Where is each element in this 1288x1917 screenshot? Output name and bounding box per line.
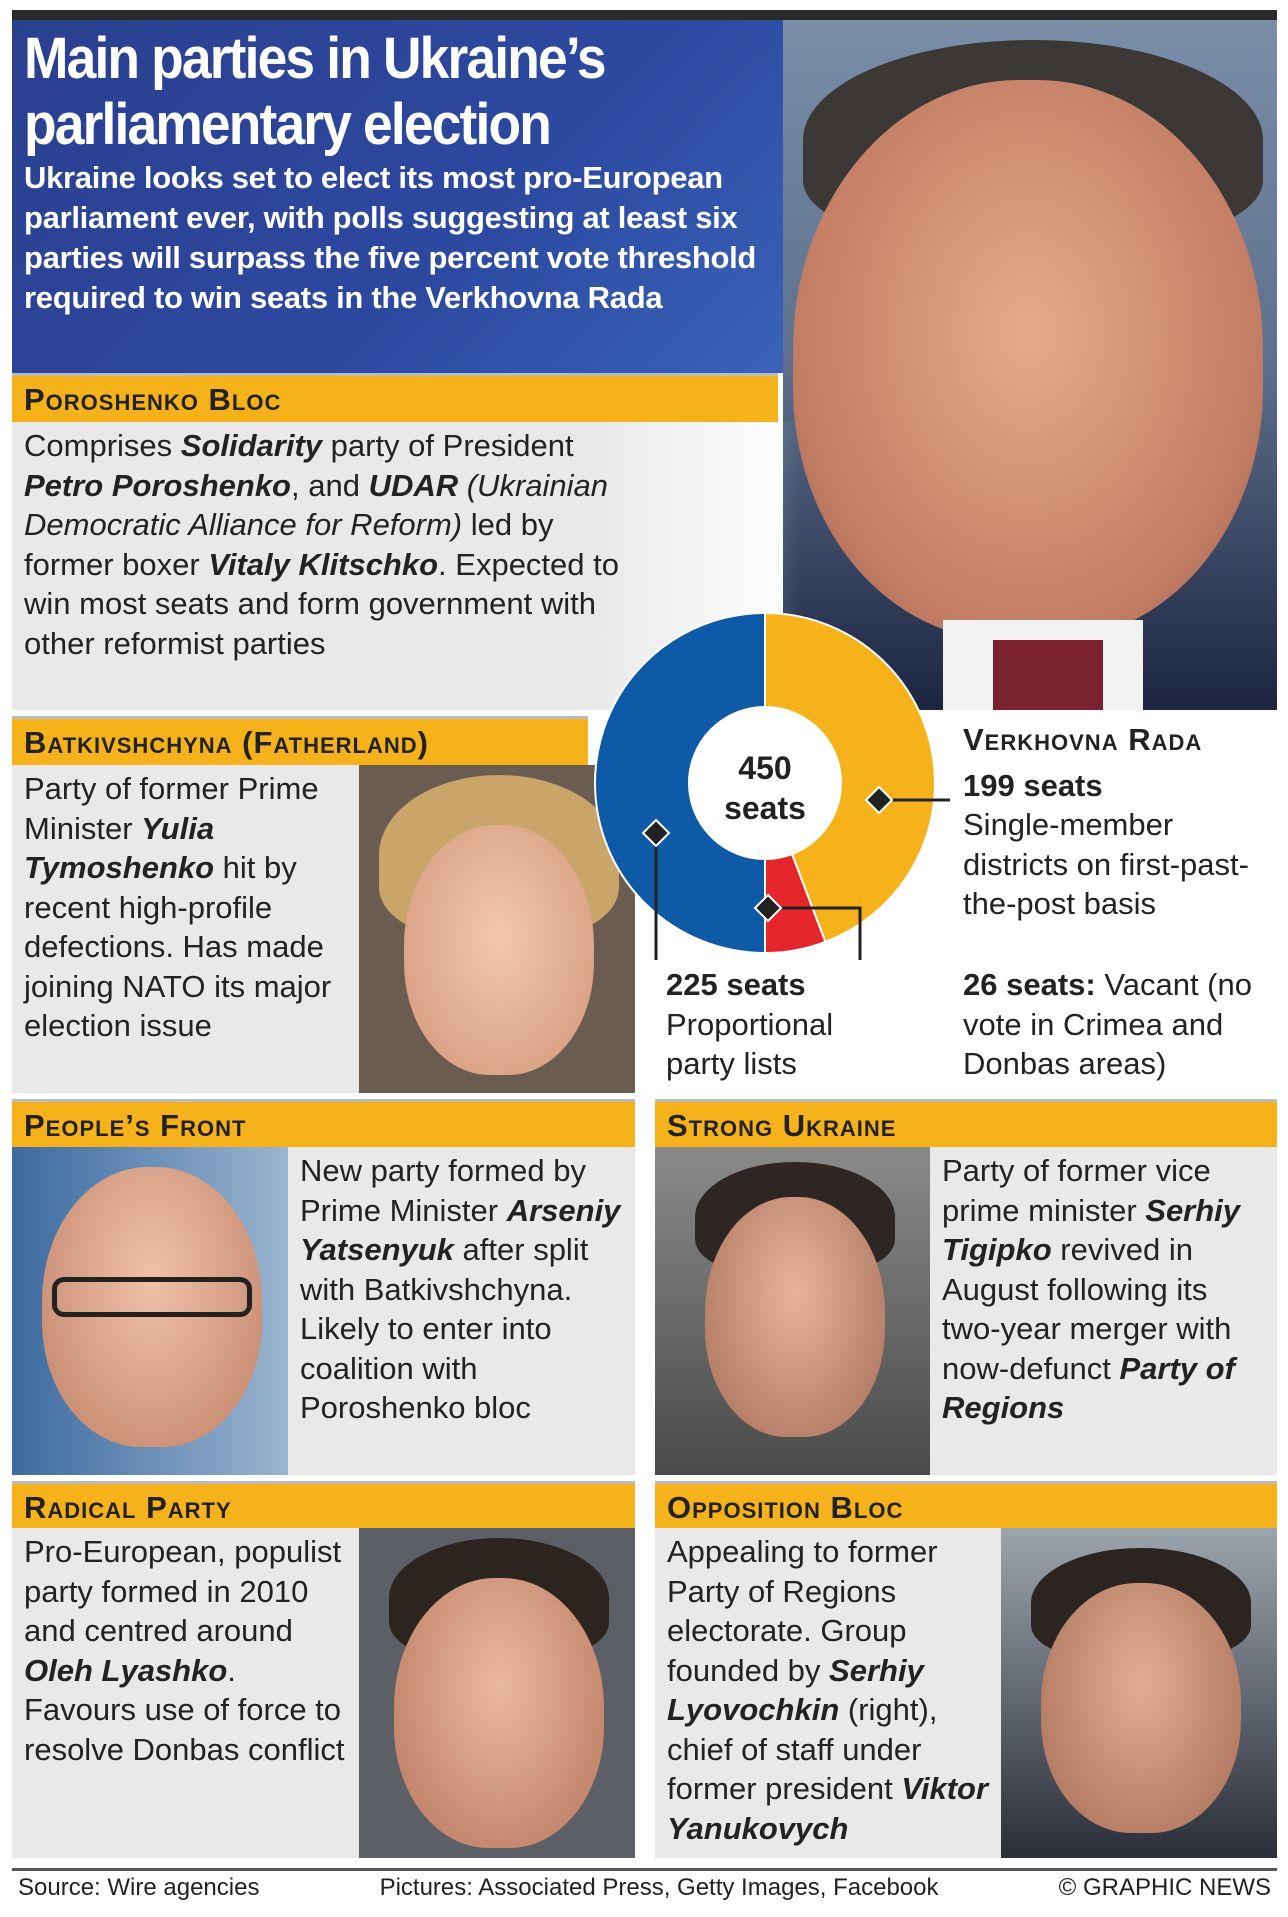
emphasized-name: Solidarity bbox=[180, 428, 323, 463]
peoples-front-description: New party formed by Prime Minister Arsen… bbox=[288, 1147, 635, 1475]
legend-199-value: 199 seats bbox=[963, 767, 1103, 803]
donut-hole bbox=[691, 709, 839, 857]
seats-donut-chart: 450 seats bbox=[594, 611, 950, 960]
text-run: Comprises bbox=[24, 428, 181, 463]
strong-ukraine-description: Party of former vice prime minister Serh… bbox=[930, 1147, 1277, 1475]
text-run: . Expected to win most seats and form go… bbox=[24, 546, 619, 661]
pictures-credit: Pictures: Associated Press, Getty Images… bbox=[379, 1873, 939, 1901]
title-line-2: parliamentary election bbox=[24, 92, 552, 157]
header-panel: Main parties in Ukraine’s parliamentary … bbox=[12, 20, 783, 373]
subtitle: Ukraine looks set to elect its most pro-… bbox=[24, 158, 784, 318]
emphasized-name: Serhiy Lyovochkin bbox=[667, 1652, 924, 1728]
emphasized-name: Party of Regions bbox=[942, 1350, 1235, 1426]
chart-title: Verkhovna Rada bbox=[963, 722, 1203, 757]
section-heading-poroshenko: Poroshenko Bloc bbox=[12, 373, 778, 422]
text-run: Verkhovna Rada bbox=[425, 280, 663, 315]
section-heading-opposition-bloc: Opposition Bloc bbox=[655, 1481, 1277, 1528]
emphasized-name: Serhiy Tigipko bbox=[942, 1192, 1241, 1268]
emphasized-name: Arseniy Yatsenyuk bbox=[300, 1192, 621, 1268]
emphasized-name: Yulia Tymoshenko bbox=[24, 810, 215, 886]
tymoshenko-photo bbox=[359, 765, 635, 1093]
footer: Source: Wire agencies Pictures: Associat… bbox=[12, 1868, 1277, 1904]
yatsenyuk-photo bbox=[12, 1147, 288, 1475]
source-credit: Source: Wire agencies bbox=[18, 1873, 260, 1901]
marker-26 bbox=[753, 893, 783, 923]
donut-slice-199 bbox=[764, 611, 936, 944]
donut-center-unit: seats bbox=[724, 790, 806, 826]
donut-slice-225 bbox=[594, 611, 766, 955]
title-line-1: Main parties in Ukraine’s bbox=[24, 26, 607, 91]
text-run: led by former boxer bbox=[24, 507, 554, 582]
emphasized-name: Vitaly Klitschko bbox=[208, 546, 439, 582]
text-run: Ukraine looks set to elect its most pro-… bbox=[24, 160, 757, 315]
copyright: © GRAPHIC NEWS bbox=[1058, 1873, 1271, 1901]
lyashko-photo bbox=[359, 1528, 635, 1858]
radical-description: Pro-European, populist party formed in 2… bbox=[12, 1528, 359, 1858]
leader-line-26 bbox=[770, 906, 862, 960]
legend-26-desc: Vacant (no vote in Crimea and Donbas are… bbox=[963, 967, 1252, 1081]
legend-199-desc: Single-member districts on first-past-th… bbox=[963, 807, 1249, 921]
emphasized-name: UDAR bbox=[368, 467, 459, 503]
text-run: revived in August following its two-year… bbox=[942, 1232, 1232, 1386]
marker-225 bbox=[641, 818, 671, 848]
poroshenko-photo bbox=[783, 20, 1277, 710]
section-heading-batkivshchyna: Batkivshchyna (Fatherland) bbox=[12, 716, 588, 765]
donut-center-total: 450 bbox=[738, 750, 791, 786]
marker-199 bbox=[864, 785, 894, 815]
legend-26-value: 26 seats: bbox=[963, 967, 1096, 1002]
section-heading-radical-party: Radical Party bbox=[12, 1481, 635, 1528]
emphasized-name: Petro Poroshenko bbox=[24, 467, 291, 503]
page-title: Main parties in Ukraine’s parliamentary … bbox=[24, 26, 607, 158]
top-rule bbox=[12, 10, 1277, 20]
text-run: Appealing to former Party of Regions ele… bbox=[667, 1534, 938, 1688]
text-run: Party of former Prime Minister bbox=[24, 771, 319, 846]
text-run: party of President bbox=[322, 428, 574, 463]
legend-225-desc: Proportional party lists bbox=[666, 1006, 834, 1082]
text-run: (Ukrainian Democratic Alliance for Refor… bbox=[24, 467, 609, 543]
batkivshchyna-description: Party of former Prime Minister Yulia Tym… bbox=[12, 765, 359, 1093]
section-heading-strong-ukraine: Strong Ukraine bbox=[655, 1099, 1277, 1147]
lyovochkin-photo bbox=[1001, 1528, 1277, 1858]
opposition-description: Appealing to former Party of Regions ele… bbox=[655, 1528, 1001, 1858]
emphasized-name: Viktor Yanukovych bbox=[667, 1771, 989, 1846]
text-run: , and bbox=[291, 467, 369, 503]
text-run: . Favours use of force to resolve Donbas… bbox=[24, 1652, 345, 1767]
legend-225-value: 225 seats bbox=[666, 967, 806, 1002]
text-run: hit by recent high-profile defections. H… bbox=[24, 850, 332, 1043]
text-run: Party of former vice prime minister bbox=[942, 1153, 1211, 1228]
section-heading-peoples-front: People’s Front bbox=[12, 1099, 635, 1147]
text-run: after split with Batkivshchyna. Likely t… bbox=[300, 1232, 589, 1425]
emphasized-name: Oleh Lyashko bbox=[24, 1652, 228, 1688]
text-run: Pro-European, populist party formed in 2… bbox=[24, 1534, 342, 1648]
text-run: (right), chief of staff under former pre… bbox=[667, 1692, 938, 1806]
text-run: New party formed by Prime Minister bbox=[300, 1153, 586, 1228]
tigipko-photo bbox=[655, 1147, 930, 1475]
